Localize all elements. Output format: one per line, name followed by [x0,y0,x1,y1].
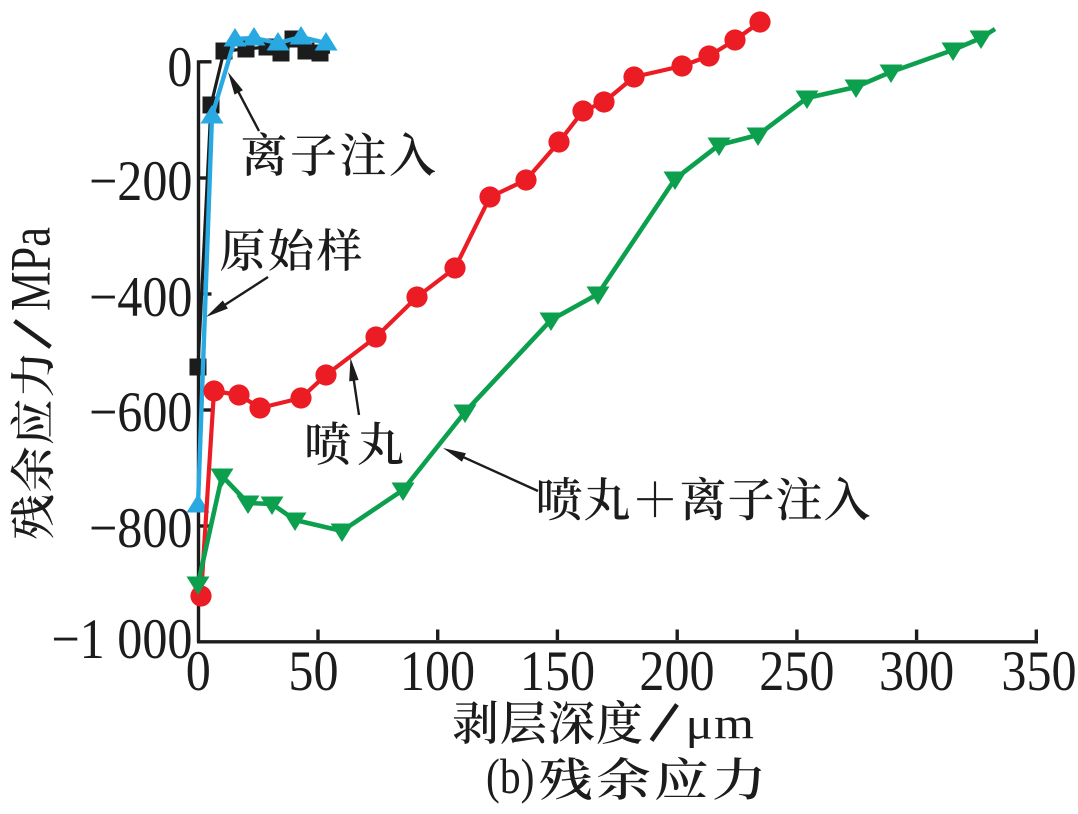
svg-text:0: 0 [186,639,211,703]
svg-text:100: 100 [400,639,475,703]
svg-text:−200: −200 [89,149,192,213]
svg-text:(b): (b) [486,748,534,803]
svg-text:300: 300 [879,639,954,703]
svg-text:50: 50 [288,639,338,703]
svg-text:250: 250 [759,639,834,703]
svg-text:−800: −800 [89,496,192,560]
svg-text:−600: −600 [89,380,192,444]
svg-text:150: 150 [520,639,595,703]
svg-text:−400: −400 [89,265,192,329]
svg-text:MPa: MPa [0,227,63,311]
svg-text:−1 000: −1 000 [51,607,192,671]
svg-text:μm: μm [686,700,756,749]
svg-text:200: 200 [639,639,714,703]
svg-text:0: 0 [167,35,192,99]
svg-text:350: 350 [1001,639,1076,703]
